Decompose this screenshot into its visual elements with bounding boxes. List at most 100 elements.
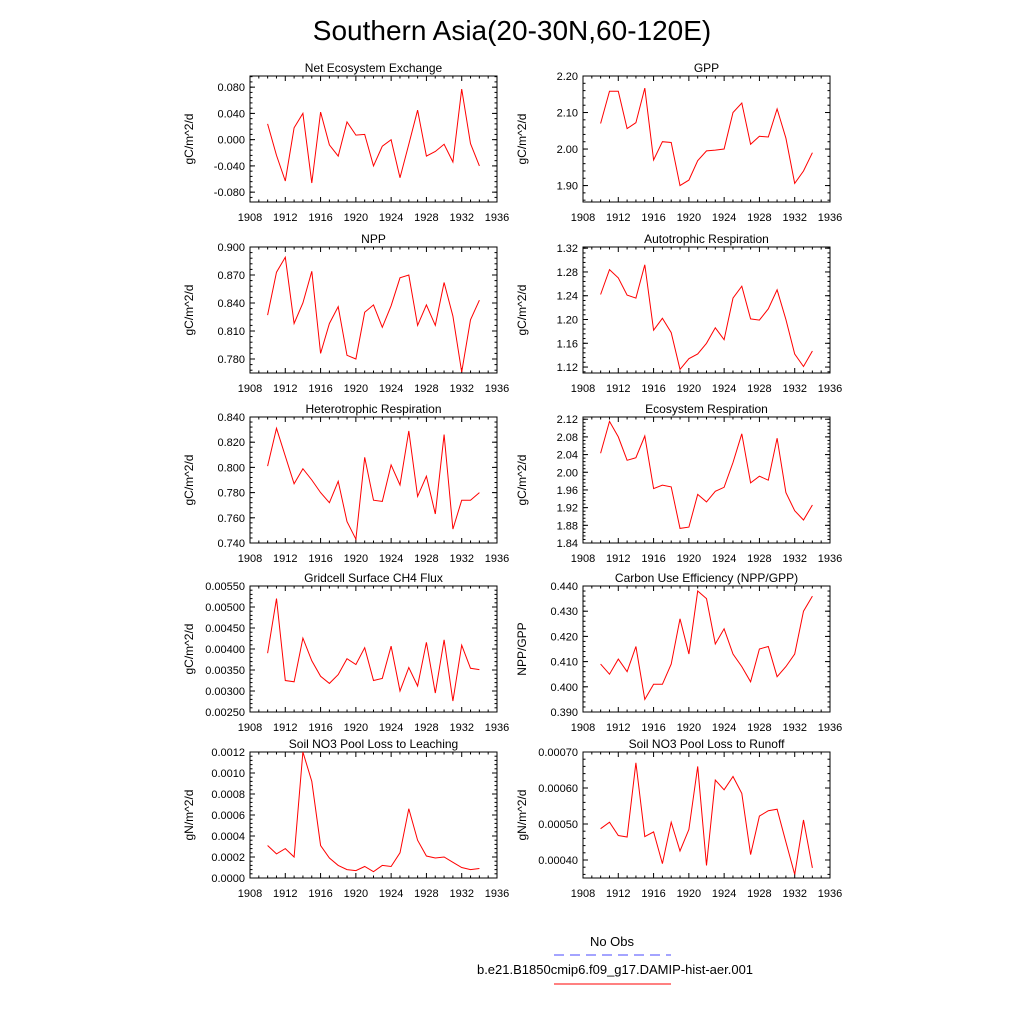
y-tick-label: 1.84 xyxy=(557,538,578,550)
y-axis-label: gN/m^2/d xyxy=(182,790,196,841)
y-tick-label: 2.08 xyxy=(557,432,578,444)
x-tick-label: 1924 xyxy=(712,553,736,565)
y-tick-label: 2.12 xyxy=(557,414,578,426)
y-tick-label: 0.400 xyxy=(550,682,578,694)
x-tick-label: 1932 xyxy=(449,888,473,900)
x-tick-label: 1916 xyxy=(641,553,665,565)
y-tick-label: 1.96 xyxy=(557,485,578,497)
x-tick-label: 1908 xyxy=(571,383,595,395)
chart-panel: Carbon Use Efficiency (NPP/GPP) 1908 1912 1… xyxy=(515,571,842,734)
x-tick-label: 1920 xyxy=(677,722,701,734)
x-tick-label: 1932 xyxy=(782,383,806,395)
main-title: Southern Asia(20-30N,60-120E) xyxy=(313,15,711,46)
y-tick-label: 0.420 xyxy=(550,631,578,643)
y-tick-label: 1.90 xyxy=(557,181,578,193)
chart-panel: Net Ecosystem Exchange 1908 1912 1916 1920 19… xyxy=(182,61,509,224)
x-tick-label: 1928 xyxy=(747,212,771,224)
chart-title: Heterotrophic Respiration xyxy=(305,402,441,416)
x-tick-label: 1920 xyxy=(677,888,701,900)
y-tick-label: 1.16 xyxy=(557,338,578,350)
y-tick-label: 0.0002 xyxy=(211,852,245,864)
y-tick-label: 0.0006 xyxy=(211,810,245,822)
x-tick-label: 1908 xyxy=(238,553,262,565)
chart-panel: Soil NO3 Pool Loss to Runoff 1908 1912 1916… xyxy=(515,737,842,900)
x-tick-label: 1924 xyxy=(379,888,403,900)
series-line xyxy=(267,426,480,541)
x-tick-label: 1908 xyxy=(238,383,262,395)
chart-title: Ecosystem Respiration xyxy=(645,402,768,416)
y-tick-label: 1.32 xyxy=(557,243,578,255)
x-tick-label: 1928 xyxy=(414,553,438,565)
y-axis-label: NPP/GPP xyxy=(515,622,529,675)
y-tick-label: 0.810 xyxy=(217,326,245,338)
x-tick-label: 1928 xyxy=(414,888,438,900)
series-line xyxy=(600,590,813,701)
x-tick-label: 1928 xyxy=(747,888,771,900)
chart-panel: Heterotrophic Respiration 1908 1912 1916 192… xyxy=(182,402,509,565)
y-axis-label: gC/m^2/d xyxy=(515,114,529,165)
x-tick-label: 1932 xyxy=(782,553,806,565)
y-axis-label: gC/m^2/d xyxy=(182,285,196,336)
chart-title: Carbon Use Efficiency (NPP/GPP) xyxy=(615,571,798,585)
x-tick-label: 1924 xyxy=(379,212,403,224)
y-tick-label: 0.430 xyxy=(550,606,578,618)
x-tick-label: 1936 xyxy=(485,888,509,900)
chart-title: Soil NO3 Pool Loss to Leaching xyxy=(289,737,458,751)
x-tick-label: 1916 xyxy=(308,553,332,565)
series-line xyxy=(600,762,813,875)
y-axis-label: gC/m^2/d xyxy=(182,114,196,165)
x-tick-label: 1912 xyxy=(273,722,297,734)
y-tick-label: 0.740 xyxy=(217,538,245,550)
x-tick-label: 1920 xyxy=(677,383,701,395)
y-tick-label: 1.92 xyxy=(557,503,578,515)
x-tick-label: 1932 xyxy=(449,553,473,565)
legend-obs-label: No Obs xyxy=(590,934,635,949)
x-tick-label: 1932 xyxy=(782,212,806,224)
x-tick-label: 1924 xyxy=(712,212,736,224)
y-tick-label: 0.390 xyxy=(550,707,578,719)
legend-model-label: b.e21.B1850cmip6.f09_g17.DAMIP-hist-aer.… xyxy=(477,962,753,977)
y-axis-label: gC/m^2/d xyxy=(182,455,196,506)
chart-panel: Ecosystem Respiration 1908 1912 1916 1920 192… xyxy=(515,402,842,565)
x-tick-label: 1908 xyxy=(571,212,595,224)
series-line xyxy=(600,420,813,529)
x-tick-label: 1908 xyxy=(238,722,262,734)
x-tick-label: 1936 xyxy=(818,722,842,734)
y-tick-label: 0.0012 xyxy=(211,747,245,759)
y-tick-label: 0.440 xyxy=(550,581,578,593)
x-tick-label: 1924 xyxy=(379,553,403,565)
y-tick-label: 0.0000 xyxy=(211,873,245,885)
y-axis-label: gC/m^2/d xyxy=(182,624,196,675)
y-tick-label: -0.080 xyxy=(214,187,245,199)
x-tick-label: 1928 xyxy=(414,383,438,395)
x-tick-label: 1920 xyxy=(677,553,701,565)
x-tick-label: 1932 xyxy=(449,212,473,224)
series-line xyxy=(600,87,813,187)
y-tick-label: 1.88 xyxy=(557,520,578,532)
chart-title: NPP xyxy=(361,232,386,246)
x-tick-label: 1916 xyxy=(641,722,665,734)
chart-title: Autotrophic Respiration xyxy=(644,232,769,246)
y-tick-label: 0.00060 xyxy=(538,783,578,795)
series-line xyxy=(600,264,813,371)
x-tick-label: 1920 xyxy=(344,888,368,900)
y-tick-label: 0.840 xyxy=(217,412,245,424)
y-tick-label: 0.0010 xyxy=(211,768,245,780)
x-tick-label: 1916 xyxy=(308,888,332,900)
x-tick-label: 1920 xyxy=(344,722,368,734)
x-tick-label: 1916 xyxy=(308,383,332,395)
x-tick-label: 1932 xyxy=(782,722,806,734)
y-tick-label: 2.00 xyxy=(557,467,578,479)
series-line xyxy=(267,751,480,873)
chart-title: Gridcell Surface CH4 Flux xyxy=(304,571,443,585)
x-tick-label: 1924 xyxy=(379,722,403,734)
x-tick-label: 1912 xyxy=(606,722,630,734)
x-tick-label: 1932 xyxy=(782,888,806,900)
y-tick-label: 0.00350 xyxy=(205,665,245,677)
y-tick-label: 0.00500 xyxy=(205,602,245,614)
chart-title: Soil NO3 Pool Loss to Runoff xyxy=(629,737,786,751)
x-tick-label: 1916 xyxy=(308,722,332,734)
x-tick-label: 1924 xyxy=(379,383,403,395)
y-tick-label: 0.00250 xyxy=(205,707,245,719)
